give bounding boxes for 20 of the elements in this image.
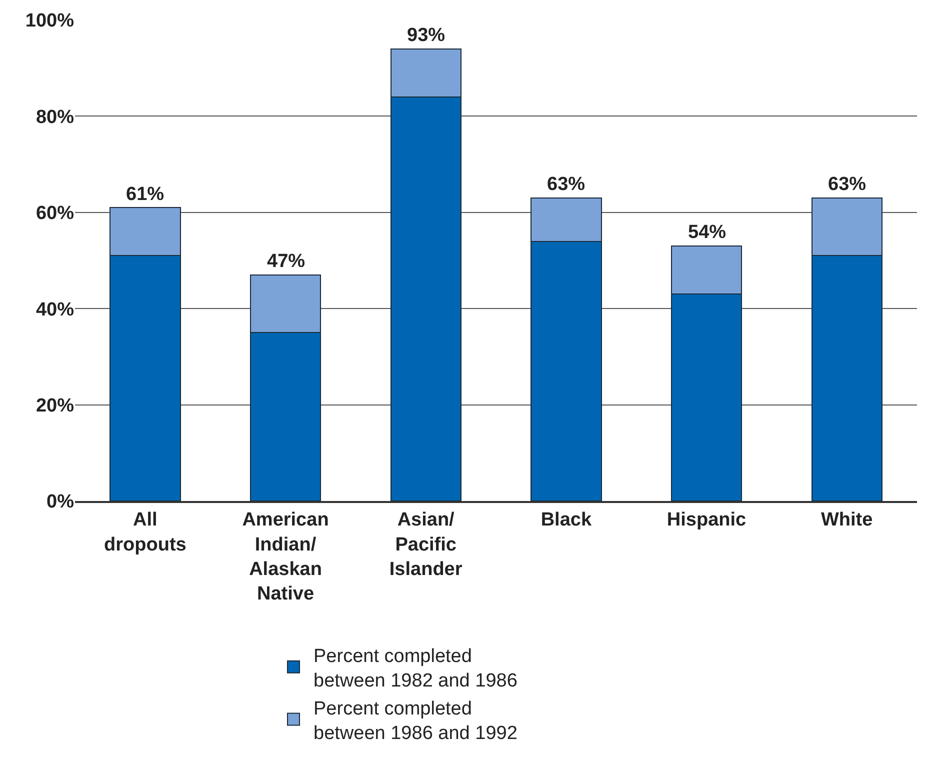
y-tick-label: 40%	[36, 299, 74, 320]
x-tick-label: Hispanic	[666, 510, 747, 531]
total-label: 63%	[828, 174, 866, 195]
total-label: 61%	[126, 184, 164, 205]
x-tick-label: Black	[540, 510, 592, 531]
total-label: 54%	[688, 222, 726, 243]
total-label: 93%	[407, 25, 446, 46]
legend-label: Percent completed between 1986 and 1992	[314, 698, 518, 744]
x-tick-label: All dropouts	[104, 510, 186, 556]
y-tick-label: 100%	[25, 10, 74, 32]
x-tick-label: Asian/ Pacific Islander	[389, 510, 463, 580]
y-tick-label: 60%	[36, 203, 74, 224]
y-tick-label: 20%	[36, 395, 74, 416]
x-tick-label: White	[820, 510, 873, 531]
y-tick-label: 80%	[36, 106, 74, 128]
x-tick-label: American Indian/ Alaskan Native	[242, 510, 329, 605]
y-tick-label: 0%	[46, 492, 74, 513]
total-label: 47%	[267, 251, 306, 272]
total-label: 63%	[547, 174, 586, 195]
legend-label: Percent completed between 1982 and 1986	[314, 646, 518, 692]
